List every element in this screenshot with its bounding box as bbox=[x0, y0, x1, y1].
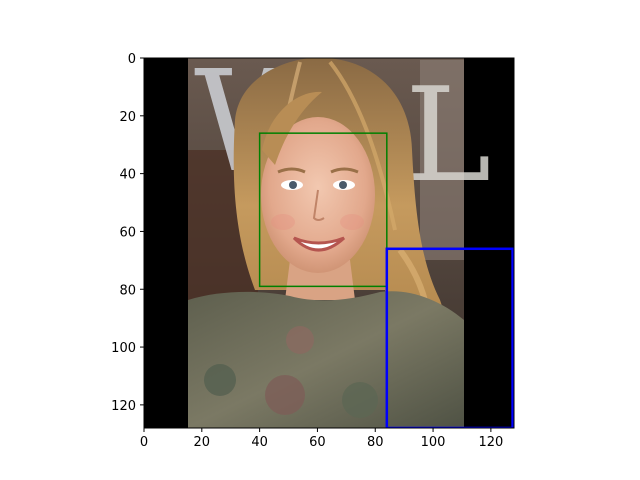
y-tick-label: 0 bbox=[128, 52, 136, 67]
y-tick-label: 120 bbox=[111, 399, 136, 414]
y-tick-label: 100 bbox=[111, 341, 136, 356]
y-tick-label: 20 bbox=[119, 110, 136, 125]
dress-rose bbox=[265, 375, 305, 415]
y-tick-label: 60 bbox=[119, 225, 136, 240]
axes-frame bbox=[143, 57, 515, 429]
x-tick-label: 120 bbox=[478, 435, 503, 450]
x-tick-label: 20 bbox=[194, 435, 211, 450]
background-letter-l: L bbox=[405, 59, 491, 211]
x-tick-label: 60 bbox=[309, 435, 326, 450]
portrait-photo: W L bbox=[144, 58, 514, 428]
smile bbox=[292, 236, 346, 252]
face-bounding-box bbox=[258, 132, 388, 288]
dress-rose bbox=[286, 326, 314, 354]
dress bbox=[188, 291, 464, 428]
x-tick-label: 100 bbox=[421, 435, 446, 450]
y-tick-label: 80 bbox=[119, 283, 136, 298]
y-tick-label: 40 bbox=[119, 168, 136, 183]
x-tick-label: 40 bbox=[251, 435, 268, 450]
region-bounding-box bbox=[385, 247, 514, 428]
x-tick-label: 0 bbox=[140, 435, 148, 450]
x-axis: 0 20 40 60 80 100 120 bbox=[140, 428, 503, 450]
y-axis: 0 20 40 60 80 100 120 bbox=[111, 52, 144, 414]
x-tick-label: 80 bbox=[367, 435, 384, 450]
